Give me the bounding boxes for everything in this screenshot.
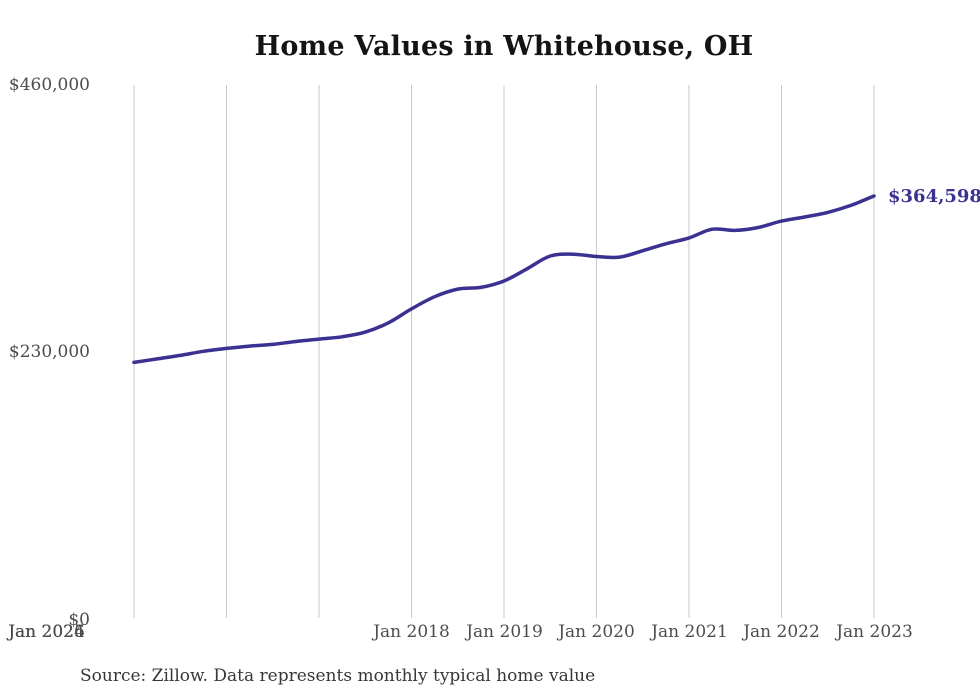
y-tick-label: $0: [68, 610, 90, 630]
x-tick-label: Jan 2021: [651, 622, 728, 642]
y-tick-label: $230,000: [8, 342, 90, 362]
x-tick-label: Jan 2025: [8, 622, 85, 642]
end-value-label: $364,598: [888, 185, 980, 207]
x-tick-label: Jan 2019: [466, 622, 543, 642]
source-note: Source: Zillow. Data represents monthly …: [80, 666, 596, 686]
x-tick-label: Jan 2018: [373, 622, 450, 642]
x-tick-label: Jan 2023: [836, 622, 913, 642]
chart-title: Home Values in Whitehouse, OH: [254, 31, 754, 62]
home-value-line: [132, 194, 876, 365]
x-tick-label: Jan 2024: [8, 622, 85, 642]
x-tick-label: Jan 2022: [743, 622, 820, 642]
x-tick-label: Jan 2020: [558, 622, 635, 642]
x-tick-label: Jan 2026: [8, 622, 85, 642]
y-tick-label: $460,000: [8, 75, 90, 95]
